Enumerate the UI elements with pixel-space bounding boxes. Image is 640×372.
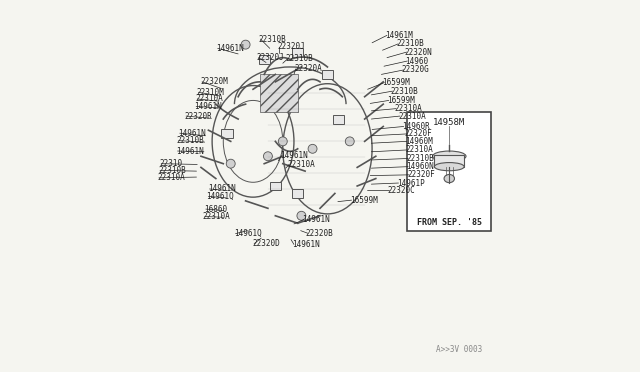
Text: 14960R: 14960R: [402, 122, 429, 131]
Text: 22310B: 22310B: [177, 136, 205, 145]
Text: 22320M: 22320M: [200, 77, 228, 86]
Bar: [221, 129, 232, 138]
Bar: [435, 155, 464, 167]
Text: 22310B: 22310B: [406, 154, 434, 163]
Text: 14961Q: 14961Q: [234, 229, 262, 238]
Text: 22310B: 22310B: [390, 87, 419, 96]
Text: 22320J: 22320J: [257, 53, 285, 62]
Text: 14960N: 14960N: [406, 162, 434, 171]
Circle shape: [264, 152, 273, 161]
Bar: [292, 189, 303, 198]
Text: 22310A: 22310A: [394, 104, 422, 113]
Text: 14961N: 14961N: [216, 44, 244, 53]
Text: 22320F: 22320F: [408, 170, 435, 179]
Ellipse shape: [435, 163, 464, 171]
Text: FROM SEP. '85: FROM SEP. '85: [417, 218, 482, 227]
Text: 14958M: 14958M: [433, 118, 465, 127]
Text: 22320D: 22320D: [252, 239, 280, 248]
Text: 22310A: 22310A: [398, 112, 426, 121]
Text: 14961N: 14961N: [292, 240, 320, 249]
Text: 14961N: 14961N: [195, 102, 222, 111]
Text: 22320N: 22320N: [405, 48, 433, 57]
Text: 14960: 14960: [406, 57, 429, 65]
Text: 22320R: 22320R: [184, 112, 212, 121]
Text: 22310B: 22310B: [396, 39, 424, 48]
Ellipse shape: [444, 174, 454, 183]
Text: 16599M: 16599M: [387, 96, 415, 105]
Text: 22310A: 22310A: [287, 160, 315, 169]
Text: 22320C: 22320C: [387, 186, 415, 195]
Text: 14961M: 14961M: [385, 31, 413, 40]
Circle shape: [241, 40, 250, 49]
Text: A>>3V 0003: A>>3V 0003: [436, 345, 482, 354]
Circle shape: [346, 137, 354, 146]
Bar: [333, 115, 344, 124]
Text: 22310A: 22310A: [157, 173, 185, 182]
Text: 14961N: 14961N: [280, 151, 308, 160]
Circle shape: [278, 137, 287, 146]
Bar: [259, 55, 270, 64]
Text: 14961N: 14961N: [175, 147, 204, 155]
Text: 22310B: 22310B: [158, 166, 186, 175]
Text: 14960M: 14960M: [405, 137, 433, 146]
Text: 22310B: 22310B: [259, 35, 286, 44]
Ellipse shape: [433, 151, 466, 161]
Circle shape: [308, 144, 317, 153]
Text: 22320F: 22320F: [405, 129, 433, 138]
Text: 22320B: 22320B: [306, 229, 333, 238]
Text: 22310A: 22310A: [195, 94, 223, 103]
Text: 22310B: 22310B: [286, 54, 314, 63]
Text: 16860: 16860: [204, 205, 227, 214]
Text: 14961P: 14961P: [397, 179, 424, 187]
Circle shape: [297, 211, 306, 220]
FancyBboxPatch shape: [408, 112, 491, 231]
Text: 22320J: 22320J: [277, 42, 305, 51]
Text: 14961Q: 14961Q: [207, 192, 234, 201]
Circle shape: [227, 159, 235, 168]
Bar: [260, 74, 298, 112]
Text: 22310: 22310: [159, 159, 182, 168]
Text: 14961N: 14961N: [207, 185, 236, 193]
Text: 16599M: 16599M: [349, 196, 378, 205]
Text: 14961N: 14961N: [178, 129, 205, 138]
Text: 22310A: 22310A: [406, 145, 433, 154]
Bar: [322, 70, 333, 79]
Text: 22310A: 22310A: [203, 212, 230, 221]
Text: 16599M: 16599M: [383, 78, 410, 87]
Bar: [270, 182, 281, 190]
Bar: [292, 48, 303, 57]
Text: 22320G: 22320G: [402, 65, 429, 74]
Text: 14961N: 14961N: [302, 215, 330, 224]
Text: 22320A: 22320A: [294, 64, 322, 73]
Text: 22310M: 22310M: [196, 88, 224, 97]
